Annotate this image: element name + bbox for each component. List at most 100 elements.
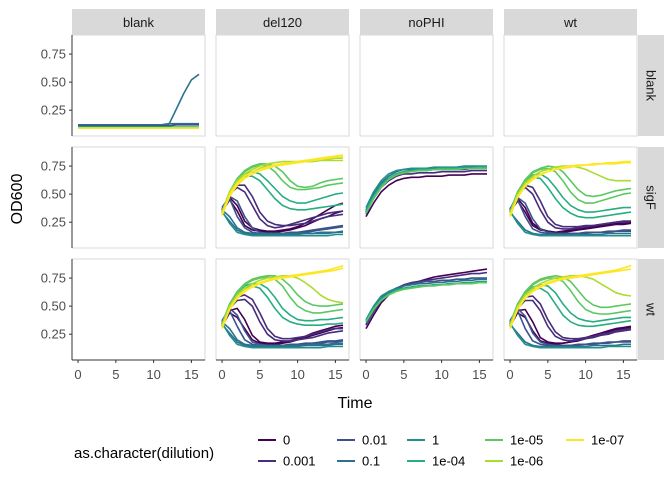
- row-strip-blank: [638, 35, 664, 136]
- series-line-1e-07-0: [509, 160, 631, 216]
- panel-background: [215, 34, 350, 137]
- legend-item-1: 1: [407, 433, 439, 448]
- panel-background: [71, 146, 206, 249]
- series-line-1e-06-0: [221, 274, 344, 326]
- series-line-0.01-0: [78, 124, 199, 127]
- x-tick-label: 0: [362, 367, 369, 382]
- y-tick-label: 0.50: [41, 299, 66, 314]
- panel-blank-noPHI: [359, 34, 494, 137]
- y-tick-label: 0.25: [41, 103, 66, 118]
- legend-label: 0.001: [283, 454, 316, 469]
- col-strip-blank: [72, 9, 205, 35]
- panel-wt-wt: [503, 258, 638, 361]
- series-line-1-0: [509, 322, 631, 349]
- series-line-0-0: [509, 200, 632, 234]
- legend-label: 1e-06: [510, 454, 543, 469]
- x-tick-label: 0: [506, 367, 513, 382]
- series-line-1e-07-1: [221, 267, 344, 329]
- series-line-0.001-0: [509, 299, 632, 342]
- panel-blank-del120: [215, 34, 350, 137]
- series-line-0.01-1: [509, 307, 631, 347]
- x-tick-label: 10: [434, 367, 448, 382]
- series-line-1e-05-0: [221, 164, 344, 213]
- series-line-1e-07-1: [509, 161, 631, 217]
- series-line-0.001-0: [221, 298, 344, 342]
- series-line-0.001-0: [221, 186, 344, 229]
- legend-item-1e-07: 1e-07: [566, 433, 624, 448]
- x-tick-label: 15: [184, 367, 198, 382]
- y-tick-label: 0.25: [41, 215, 66, 230]
- x-tick-label: 15: [472, 367, 486, 382]
- row-strip-sigF: [638, 147, 664, 248]
- series-line-1e-07-1: [509, 268, 632, 329]
- series-line-0.1-0: [509, 211, 631, 236]
- legend-item-0: 0: [258, 433, 290, 448]
- panel-sigF-del120: [215, 146, 350, 249]
- series-line-0-1: [509, 308, 632, 345]
- panel-sigF-noPHI: [359, 146, 494, 249]
- series-line-1e-05-0: [365, 281, 487, 323]
- panel-background: [359, 34, 494, 137]
- series-line-1e-07-0: [221, 264, 344, 328]
- panel-background: [503, 34, 638, 137]
- panel-sigF-blank: [71, 146, 206, 249]
- series-line-0.1-0: [221, 211, 343, 236]
- series-line-1-0: [365, 165, 487, 208]
- series-line-1e-07-0: [221, 154, 344, 215]
- legend-label: 1: [432, 433, 439, 448]
- x-tick-label: 10: [146, 367, 160, 382]
- x-tick-label: 0: [218, 367, 225, 382]
- series-line-0-1: [221, 196, 344, 232]
- series-line-0.001-1: [221, 184, 344, 227]
- panel-blank-wt: [503, 34, 638, 137]
- legend-item-1e-05: 1e-05: [485, 433, 543, 448]
- series-line-1e-04-1: [509, 173, 631, 213]
- legend-item-0.001: 0.001: [258, 454, 316, 469]
- series-line-1e-05-1: [221, 163, 344, 213]
- legend: as.character(dilution) 0 0.001 0.01 0.1 1 1e-0…: [74, 433, 624, 469]
- series-line-1e-05-1: [509, 165, 632, 213]
- series-line-1-0: [221, 210, 343, 237]
- col-strip-label-noPHI: noPHI: [408, 15, 444, 30]
- y-tick-label: 0.75: [41, 159, 66, 174]
- x-tick-label: 5: [400, 367, 407, 382]
- y-tick-label: 0.75: [41, 47, 66, 62]
- series-line-0-1: [221, 307, 344, 345]
- col-strip-label-wt: wt: [563, 15, 577, 30]
- legend-label: 0: [283, 433, 290, 448]
- legend-label: 1e-04: [432, 454, 465, 469]
- panels-layer: blank del120 noPHI wt blank sigF wt: [71, 9, 664, 361]
- series-line-1e-05-0: [365, 167, 487, 214]
- panel-wt-noPHI: [359, 258, 494, 361]
- legend-label: 1e-07: [591, 433, 624, 448]
- x-tick-label: 5: [112, 367, 119, 382]
- series-line-0.1-1: [221, 209, 344, 235]
- panel-wt-del120: [215, 258, 350, 361]
- series-line-0-0: [365, 173, 487, 217]
- panel-sigF-wt: [503, 146, 638, 249]
- legend-item-1e-04: 1e-04: [407, 454, 465, 469]
- series-line-1-0: [221, 322, 343, 349]
- panel-lines: [509, 160, 632, 237]
- panel-lines: [221, 264, 344, 349]
- row-strip-label-sigF: sigF: [644, 185, 659, 210]
- y-tick-label: 0.75: [41, 271, 66, 286]
- col-strip-wt: [504, 9, 637, 35]
- col-strip-noPHI: [360, 9, 493, 35]
- panel-lines: [78, 73, 200, 129]
- series-line-0.001-1: [509, 295, 632, 340]
- series-line-0.1-0: [509, 323, 631, 348]
- x-tick-label: 5: [256, 367, 263, 382]
- series-line-0.1-1: [78, 122, 199, 126]
- x-axis-title: Time: [338, 395, 373, 412]
- legend-item-0.01: 0.01: [337, 433, 387, 448]
- panel-background: [359, 146, 494, 249]
- series-line-0.001-1: [509, 184, 632, 228]
- series-line-1e-05-1: [221, 274, 344, 325]
- panel-background: [71, 258, 206, 361]
- series-line-1e-07-0: [509, 264, 632, 328]
- col-strip-label-blank: blank: [123, 15, 155, 30]
- x-tick-label: 10: [578, 367, 592, 382]
- series-line-0.01-1: [509, 196, 631, 235]
